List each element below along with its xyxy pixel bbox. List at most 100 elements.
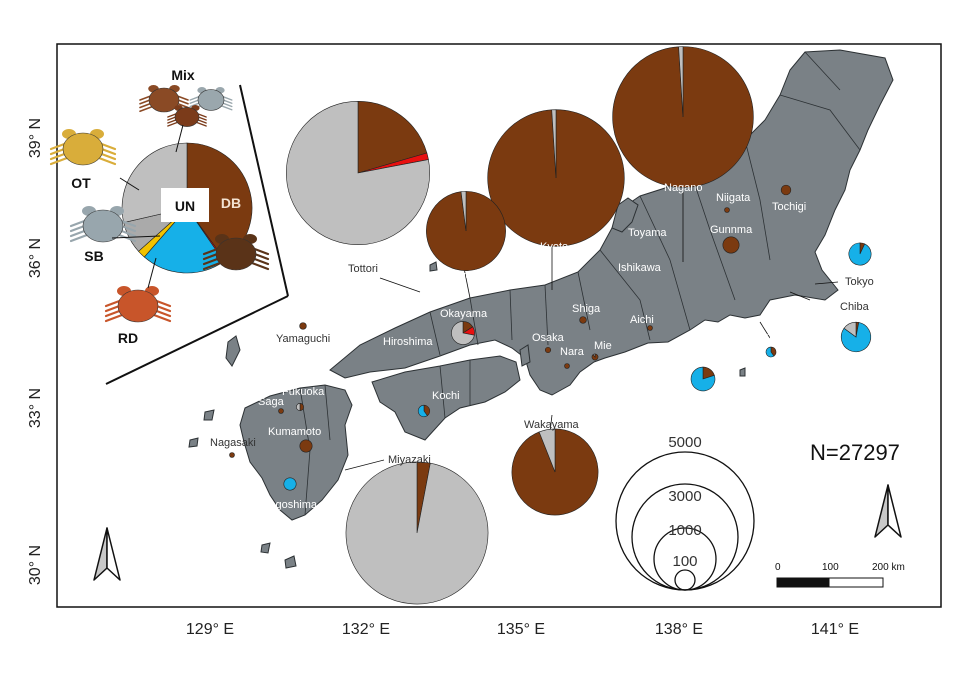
islet-6: [739, 367, 746, 377]
label-yamaguchi: Yamaguchi: [276, 333, 330, 345]
size-legend: [615, 451, 755, 591]
x-label-135: 135° E: [497, 621, 545, 638]
pie-slice-un: [451, 321, 475, 345]
pie-kumamoto: [299, 439, 313, 453]
pie-slice-un: [538, 428, 556, 473]
size-label-1000: 1000: [668, 522, 701, 539]
un-label-box: [161, 188, 209, 222]
label-shiga: Shiga: [572, 303, 601, 315]
pie-kochi: [417, 404, 431, 418]
pie-slice-un: [345, 461, 489, 605]
crab-mix-icon: [167, 105, 207, 127]
crab-rd-icon: [104, 286, 172, 323]
islet-2: [188, 437, 199, 448]
pie-tottori: [285, 100, 431, 246]
pie-slice-un: [843, 321, 857, 338]
pie-fukuoka: [296, 403, 304, 411]
x-axis-labels: 129° E 132° E 135° E 138° E 141° E: [186, 621, 859, 638]
pie-shiga: [579, 316, 587, 324]
label-hiroshima: Hiroshima: [383, 336, 433, 348]
pie-niigata: [724, 207, 730, 213]
size-label-3000: 3000: [668, 488, 701, 505]
label-toyama: Toyama: [628, 227, 667, 239]
label-niigata: Niigata: [716, 192, 751, 204]
label-aichi: Aichi: [630, 314, 654, 326]
y-label-36: 36° N: [27, 238, 44, 278]
label-chiba: Chiba: [840, 301, 870, 313]
y-label-33: 33° N: [27, 388, 44, 428]
north-arrow-icon: [874, 484, 902, 538]
pie-saga: [278, 408, 284, 414]
prefecture-labels: Nagano Kyoto Tottori Hyogo Wakayama Miya…: [210, 182, 874, 511]
label-kumamoto: Kumamoto: [268, 426, 321, 438]
shikoku-landmass: [371, 355, 521, 441]
label-nara: Nara: [560, 346, 585, 358]
category-label-sb: SB: [84, 248, 103, 264]
label-gunnma: Gunnma: [710, 224, 753, 236]
pie-nara: [564, 363, 570, 369]
pie-slice-db: [780, 184, 792, 196]
pie-slice-db: [299, 439, 313, 453]
label-fukuoka: Fukuoka: [282, 386, 325, 398]
pie-slice-db: [229, 452, 235, 458]
crab-ot-icon: [49, 129, 117, 166]
label-shizuoka: Shizuoka: [683, 346, 729, 358]
size-label-100: 100: [672, 553, 697, 570]
pie-slice-un: [460, 191, 467, 232]
y-axis-labels: 39° N 36° N 33° N 30° N: [27, 118, 44, 585]
x-label-138: 138° E: [655, 621, 703, 638]
pie-slice-db: [278, 408, 284, 414]
pie-tokyo: [848, 242, 872, 266]
pie-slice-sb: [283, 477, 297, 491]
label-ishikawa: Ishikawa: [618, 262, 662, 274]
pie-shizuoka: [690, 366, 716, 392]
category-label-mix: Mix: [171, 67, 195, 83]
pie-slice-un: [285, 100, 431, 246]
y-label-39: 39° N: [27, 118, 44, 158]
awaji-island: [519, 344, 531, 367]
label-kanagawa: Kanagawa: [752, 331, 805, 343]
pie-slice-db: [579, 316, 587, 324]
islet-4: [284, 555, 297, 569]
inset-legend: Mix OT SB RD UN DB: [49, 67, 270, 346]
label-nagano: Nagano: [664, 182, 703, 194]
label-kagoshima: Kagoshima: [262, 499, 318, 511]
pie-kagoshima: [283, 477, 297, 491]
pie-kyoto: [487, 109, 625, 247]
pie-slice-db: [724, 207, 730, 213]
pie-slice-db: [544, 346, 552, 354]
pie-slice-db: [722, 236, 740, 254]
label-tottori: Tottori: [348, 263, 378, 275]
north-arrow-icon: [93, 527, 121, 581]
inset-frame: [105, 84, 289, 385]
category-label-rd: RD: [118, 330, 138, 346]
sample-total: N=27297: [810, 440, 900, 465]
pie-nagano: [612, 46, 754, 188]
pie-slice-un: [296, 403, 301, 411]
pie-miyazaki: [345, 461, 489, 605]
pie-yamaguchi: [299, 322, 307, 330]
category-label-db: DB: [221, 195, 241, 211]
pie-nagasaki: [229, 452, 235, 458]
size-circle-100: [674, 569, 696, 591]
pie-slice-un: [551, 109, 557, 179]
label-kochi: Kochi: [432, 390, 460, 402]
pie-mie: [591, 353, 599, 361]
label-tochigi: Tochigi: [772, 201, 806, 213]
label-wakayama: Wakayama: [524, 419, 579, 431]
japan-land: [188, 49, 894, 569]
crab-db-icon: [202, 234, 270, 271]
size-label-5000: 5000: [668, 434, 701, 451]
x-label-132: 132° E: [342, 621, 390, 638]
label-miyazaki: Miyazaki: [388, 454, 431, 466]
islet-3: [260, 542, 271, 554]
prefecture-borders: [299, 51, 861, 516]
size-legend-labels: 5000 3000 1000 100: [668, 434, 701, 570]
label-okayama: Okayama: [440, 308, 488, 320]
category-label-un: UN: [175, 198, 195, 214]
pie-slice-un: [678, 46, 684, 118]
label-hyogo: Hyogo: [452, 270, 484, 282]
pie-slice-db: [647, 325, 653, 331]
pie-aichi: [647, 325, 653, 331]
